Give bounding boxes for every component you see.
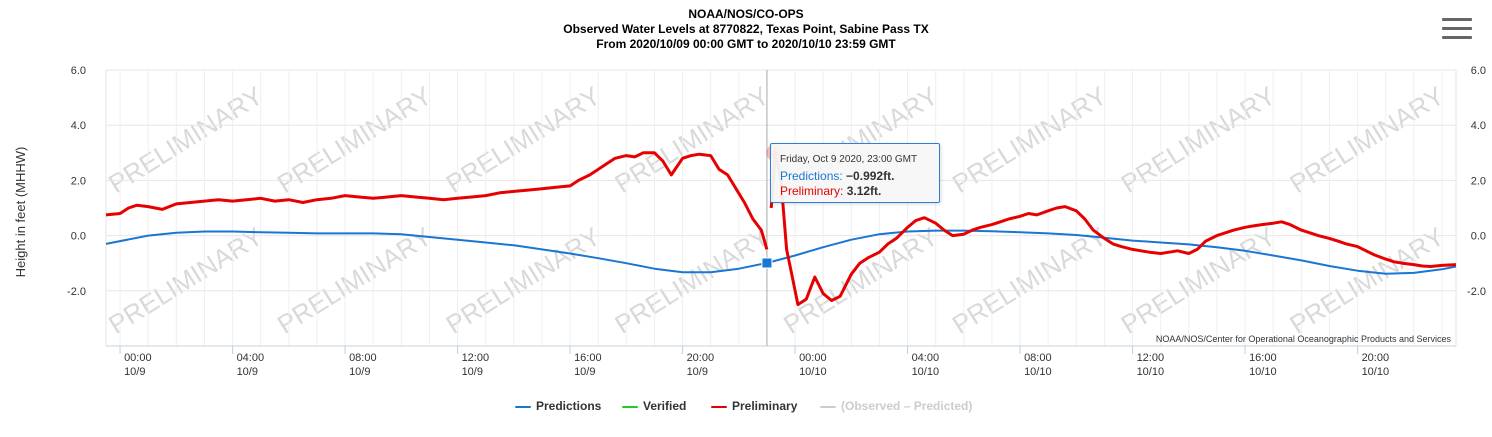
y-tick-label-right: 0.0 xyxy=(1471,231,1486,243)
predictions-hover-marker xyxy=(761,257,773,269)
x-tick-label-date: 10/10 xyxy=(1024,366,1052,378)
y-tick-label-left: 6.0 xyxy=(71,65,86,77)
x-tick-label-date: 10/9 xyxy=(687,366,708,378)
x-tick-label-time: 08:00 xyxy=(1024,352,1052,364)
tooltip-predictions-label: Predictions: xyxy=(780,169,843,183)
legend-label-observed-minus-predicted: (Observed – Predicted) xyxy=(841,399,973,413)
data-tooltip: Friday, Oct 9 2020, 23:00 GMT Prediction… xyxy=(770,143,940,203)
watermark-layer: PRELIMINARY PRELIMINARY PRELIMINARY PRELIMI… xyxy=(103,80,1449,339)
x-tick-label-date: 10/10 xyxy=(799,366,827,378)
x-tick-label-time: 00:00 xyxy=(124,352,152,364)
series-predictions-line xyxy=(105,229,1457,275)
x-tick-label-time: 04:00 xyxy=(237,352,265,364)
watermark-text: PRELIMINARY xyxy=(778,221,943,340)
x-tick-label-time: 16:00 xyxy=(574,352,602,364)
watermark-text: PRELIMINARY xyxy=(947,221,1112,340)
watermark-text: PRELIMINARY xyxy=(1284,80,1449,199)
x-tick-label-date: 10/10 xyxy=(1137,366,1165,378)
legend-swatch-preliminary xyxy=(711,406,727,408)
x-tick-label-date: 10/9 xyxy=(349,366,370,378)
watermark-text: PRELIMINARY xyxy=(609,221,774,340)
y-tick-label-left: 0.0 xyxy=(71,231,86,243)
legend-swatch-observed-minus-predicted xyxy=(820,406,836,408)
x-tick-label-time: 12:00 xyxy=(462,352,490,364)
watermark-text: PRELIMINARY xyxy=(1116,221,1281,340)
y-tick-label-right: -2.0 xyxy=(1467,286,1486,298)
legend-label-predictions: Predictions xyxy=(536,399,602,413)
x-tick-label-time: 08:00 xyxy=(349,352,377,364)
watermark-text: PRELIMINARY xyxy=(272,221,437,340)
chart-legend: Predictions Verified Preliminary (Observ… xyxy=(0,399,1492,419)
x-tick-label-date: 10/9 xyxy=(462,366,483,378)
watermark-text: PRELIMINARY xyxy=(272,80,437,199)
chart-title-station: Observed Water Levels at 8770822, Texas … xyxy=(563,22,929,36)
x-tick-label-date: 10/10 xyxy=(1362,366,1390,378)
chart-title-daterange: From 2020/10/09 00:00 GMT to 2020/10/10 … xyxy=(596,37,896,51)
menu-bar xyxy=(1442,36,1472,39)
y-tick-label-left: 2.0 xyxy=(71,175,86,187)
series-layer xyxy=(105,151,1457,307)
tooltip-date: Friday, Oct 9 2020, 23:00 GMT xyxy=(780,154,918,165)
x-tick-label-date: 10/9 xyxy=(237,366,258,378)
chart-title-block: NOAA/NOS/CO-OPS Observed Water Levels at… xyxy=(0,7,1492,52)
legend-label-verified: Verified xyxy=(643,399,687,413)
credit-text: NOAA/NOS/Center for Operational Oceanogr… xyxy=(1156,334,1452,344)
y-tick-label-left: -2.0 xyxy=(67,286,86,298)
x-tick-label-date: 10/9 xyxy=(124,366,145,378)
series-preliminary-line xyxy=(769,151,1457,307)
chart-title-agency: NOAA/NOS/CO-OPS xyxy=(688,7,804,21)
watermark-text: PRELIMINARY xyxy=(1116,80,1281,199)
legend-swatch-predictions xyxy=(515,406,531,408)
watermark-text: PRELIMINARY xyxy=(947,80,1112,199)
x-tick-label-time: 04:00 xyxy=(912,352,940,364)
watermark-text: PRELIMINARY xyxy=(1284,221,1449,340)
legend-label-preliminary: Preliminary xyxy=(732,399,798,413)
x-tick-label-time: 00:00 xyxy=(799,352,827,364)
x-tick-label-time: 20:00 xyxy=(1362,352,1390,364)
x-tick-label-date: 10/10 xyxy=(1249,366,1277,378)
tooltip-predictions-value: −0.992ft. xyxy=(846,169,895,183)
watermark-text: PRELIMINARY xyxy=(103,80,268,199)
y-tick-label-right: 6.0 xyxy=(1471,65,1486,77)
x-tick-label-time: 12:00 xyxy=(1137,352,1165,364)
x-tick-label-time: 20:00 xyxy=(687,352,715,364)
watermark-text: PRELIMINARY xyxy=(441,221,606,340)
tooltip-preliminary-row: Preliminary: 3.12ft. xyxy=(780,184,881,198)
tooltip-predictions-row: Predictions: −0.992ft. xyxy=(780,169,894,183)
y-axis-label: Height in feet (MHHW) xyxy=(13,147,28,278)
grid-layer xyxy=(105,69,1457,346)
menu-bar xyxy=(1442,27,1472,30)
x-tick-label-time: 16:00 xyxy=(1249,352,1277,364)
hamburger-menu-icon[interactable] xyxy=(1442,18,1472,44)
tooltip-preliminary-value: 3.12ft. xyxy=(846,184,882,198)
axes-layer: 6.0 6.0 4.0 4.0 2.0 2.0 0.0 0.0 -2.0 -2.0 00:00 10/… xyxy=(67,65,1486,378)
y-tick-label-right: 2.0 xyxy=(1471,175,1486,187)
watermark-text: PRELIMINARY xyxy=(441,80,606,199)
watermark-text: PRELIMINARY xyxy=(609,80,774,199)
y-tick-label-left: 4.0 xyxy=(71,120,86,132)
y-tick-label-right: 4.0 xyxy=(1471,120,1486,132)
series-preliminary-line xyxy=(105,151,769,250)
x-tick-label-date: 10/10 xyxy=(912,366,940,378)
legend-swatch-verified xyxy=(622,406,638,408)
x-tick-label-date: 10/9 xyxy=(574,366,595,378)
tooltip-preliminary-label: Preliminary: xyxy=(780,184,844,198)
menu-bar xyxy=(1442,18,1472,21)
